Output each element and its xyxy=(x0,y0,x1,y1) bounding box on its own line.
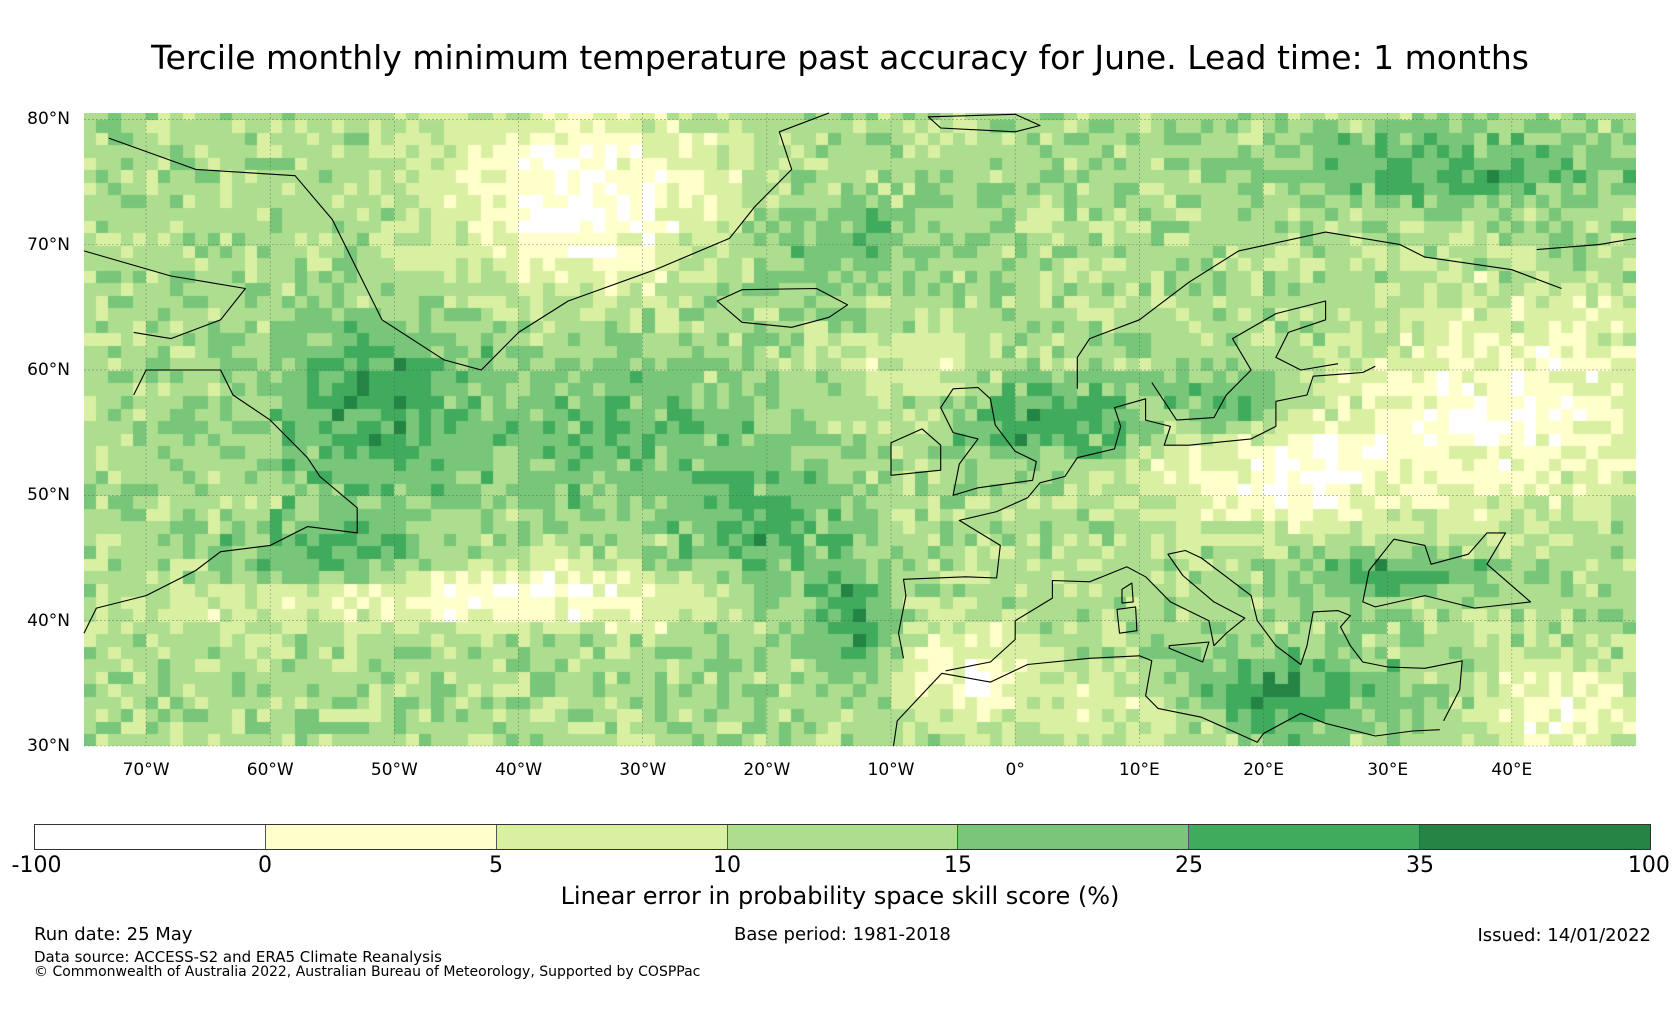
longitude-label: 30°E xyxy=(1367,760,1409,780)
base-period: Base period: 1981-2018 xyxy=(734,924,951,945)
colorbar-tick-label: 10 xyxy=(713,853,741,878)
coastline-sicily xyxy=(1168,641,1210,663)
coastline-novaya-zemlya xyxy=(1536,237,1637,251)
data-source: Data source: ACCESS-S2 and ERA5 Climate … xyxy=(34,948,442,966)
latitude-label: 50°N xyxy=(27,485,70,506)
colorbar-segment xyxy=(1189,825,1421,849)
copyright-notice: © Commonwealth of Australia 2022, Austra… xyxy=(34,964,701,980)
latitude-label: 70°N xyxy=(27,234,70,255)
latitude-label: 30°N xyxy=(27,736,70,756)
coastline-ireland xyxy=(890,428,942,476)
colorbar-tick-label: 15 xyxy=(944,853,972,878)
coastline-svalbard xyxy=(927,113,1041,133)
coastline-north-america xyxy=(83,369,358,634)
colorbar-tick-label: 35 xyxy=(1406,853,1434,878)
colorbar-tick-label: 5 xyxy=(489,853,503,878)
coastline-corsica xyxy=(1121,582,1134,604)
colorbar-label: Linear error in probability space skill … xyxy=(560,882,1120,910)
colorbar xyxy=(34,824,1651,850)
coastline-africa xyxy=(892,655,1440,747)
longitude-label: 10°W xyxy=(867,760,915,780)
colorbar-tick-label: 100 xyxy=(1627,853,1670,878)
longitude-label: 40°W xyxy=(495,760,543,780)
coastline-iceland xyxy=(716,287,849,328)
coastline-britain xyxy=(940,386,1037,496)
map-overlay xyxy=(83,112,1637,747)
longitude-label: 30°W xyxy=(619,760,667,780)
coastline-baltic xyxy=(1151,300,1339,421)
colorbar-segment xyxy=(265,825,497,849)
colorbar-tick-label: 25 xyxy=(1175,853,1203,878)
longitude-label: 50°W xyxy=(370,760,418,780)
coastline-italy-islands xyxy=(1116,606,1138,634)
skill-map xyxy=(83,112,1637,747)
issued-date: Issued: 14/01/2022 xyxy=(1477,925,1651,946)
longitude-label: 20°E xyxy=(1243,760,1284,780)
skill-score-field xyxy=(84,113,1636,746)
longitude-label: 0° xyxy=(1005,760,1025,780)
colorbar-tick-label: 0 xyxy=(258,853,272,878)
map-title: Tercile monthly minimum temperature past… xyxy=(151,38,1529,77)
latitude-label: 40°N xyxy=(27,610,70,631)
latitude-label: 60°N xyxy=(27,359,70,380)
longitude-label: 40°E xyxy=(1491,760,1533,780)
latitude-label: 80°N xyxy=(27,109,70,130)
colorbar-segment xyxy=(958,825,1190,849)
colorbar-segment xyxy=(727,825,959,849)
coastline-greenland xyxy=(108,112,830,371)
longitude-label: 60°W xyxy=(246,760,294,780)
longitude-label: 10°E xyxy=(1118,760,1160,780)
colorbar-tick-label: -100 xyxy=(11,853,62,878)
coastline-black-sea xyxy=(1362,532,1532,609)
longitude-label: 70°W xyxy=(122,760,170,780)
colorbar-segment xyxy=(496,825,728,849)
coastline-scandinavia xyxy=(1076,231,1562,389)
colorbar-segment xyxy=(1420,825,1651,849)
colorbar-segment xyxy=(35,825,266,849)
coastline-mediterranean-north xyxy=(945,549,1463,722)
coastline-europe xyxy=(897,365,1376,659)
run-date: Run date: 25 May xyxy=(34,924,193,945)
coastline-baffin xyxy=(83,250,246,340)
longitude-label: 20°W xyxy=(743,760,791,780)
